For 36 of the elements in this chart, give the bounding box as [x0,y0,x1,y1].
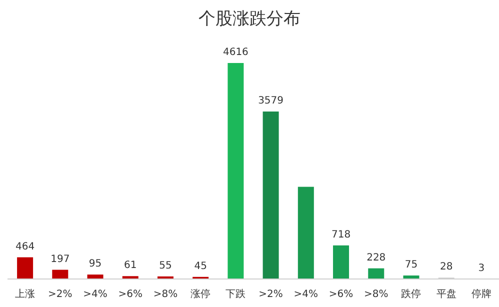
data-label: 3579 [258,96,284,107]
data-label: 3 [478,262,485,274]
x-tick-label: >4% [83,289,108,300]
x-tick-label: >8% [364,289,388,300]
data-label: 4616 [222,47,248,58]
data-label: 228 [366,252,386,264]
x-tick-label: >2% [48,289,72,300]
x-tick-label: 下跌 [226,288,246,300]
x-tick-label: >6% [328,289,354,300]
bar [228,63,244,279]
x-tick-label: 涨停 [190,288,211,300]
data-label: 464 [16,241,35,252]
data-label: 75 [404,259,418,270]
data-label: 28 [440,262,453,273]
data-label: 95 [88,258,102,270]
bar [52,270,68,279]
chart-title: 个股涨跌分布 [198,9,300,29]
x-tick-label: 停牌 [471,288,492,300]
x-tick-label: >6% [118,289,142,300]
bar [262,112,279,279]
bar [298,186,314,279]
bar [333,245,350,279]
data-label: 718 [331,229,351,240]
data-label: 55 [159,260,172,272]
bar [87,274,104,279]
x-tick-label: >8% [153,289,178,300]
data-label: 197 [50,254,70,265]
bar [368,268,384,279]
data-label: 45 [194,260,207,272]
data-label: 61 [124,260,137,272]
x-tick-label: >2% [258,289,283,300]
x-tick-label: 平盘 [436,288,456,300]
bar [17,257,34,279]
x-tick-label: >4% [294,289,318,300]
x-tick-label: 跌停 [401,288,422,300]
x-tick-label: 上涨 [15,288,36,300]
